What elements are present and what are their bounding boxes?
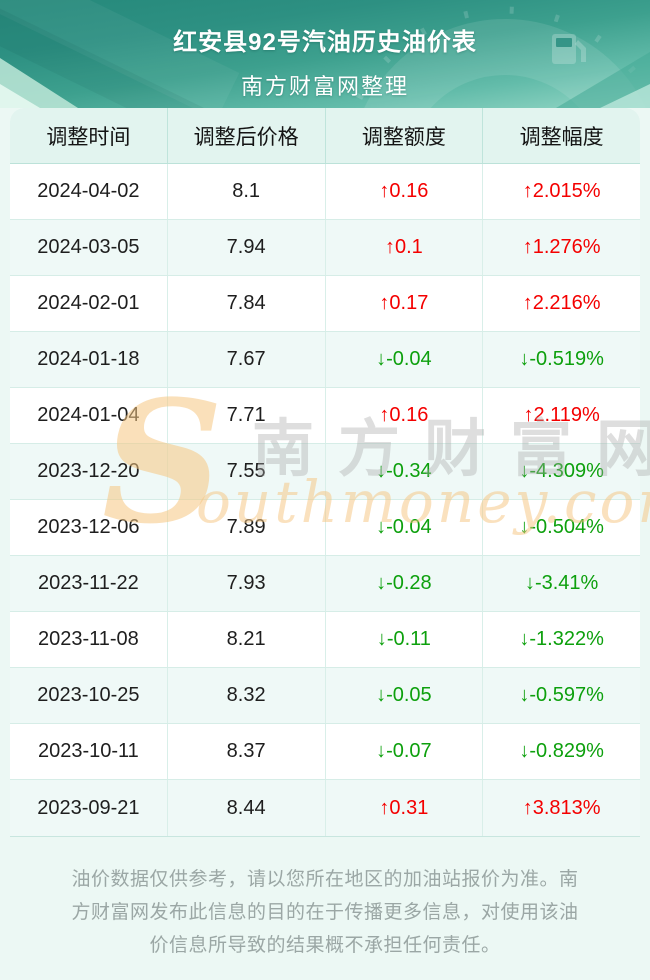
table-header-row: 调整时间 调整后价格 调整额度 调整幅度 <box>10 108 640 164</box>
table-row: 2023-12-06 7.89 ↓-0.04 ↓-0.504% <box>10 500 640 556</box>
page-header: 红安县92号汽油历史油价表 南方财富网整理 <box>0 0 650 108</box>
pct-cell: ↓-3.41% <box>524 572 599 594</box>
pct-cell: ↑2.119% <box>523 404 600 426</box>
pct-cell: ↓-4.309% <box>519 460 604 482</box>
table-row: 2024-04-02 8.1 ↑0.16 ↑2.015% <box>10 164 640 220</box>
page-title: 红安县92号汽油历史油价表 <box>173 29 477 56</box>
change-cell: ↓-0.05 <box>326 668 484 723</box>
change-cell: ↓-0.04 <box>326 500 484 555</box>
pct-cell: ↓-0.829% <box>519 740 604 762</box>
column-header-pct: 调整幅度 <box>519 125 604 149</box>
column-header-price: 调整后价格 <box>168 108 326 163</box>
date-cell: 2023-11-08 <box>10 612 168 667</box>
price-cell: 7.84 <box>168 276 326 331</box>
price-cell: 8.44 <box>168 780 326 836</box>
pct-cell: ↑2.216% <box>522 292 601 314</box>
price-cell: 7.71 <box>168 388 326 443</box>
date-cell: 2024-02-01 <box>10 276 168 331</box>
date-cell: 2023-10-11 <box>10 724 168 779</box>
pct-cell: ↑2.015% <box>522 180 601 202</box>
pct-cell: ↑3.813% <box>522 796 601 819</box>
price-cell: 7.67 <box>168 332 326 387</box>
pct-cell: ↓-0.597% <box>519 684 604 706</box>
price-table-body: 2024-04-02 8.1 ↑0.16 ↑2.015% 2024-03-05 … <box>10 164 640 836</box>
pct-cell: ↓-1.322% <box>519 628 604 650</box>
price-cell: 8.21 <box>168 612 326 667</box>
change-cell: ↓-0.04 <box>326 332 484 387</box>
disclaimer-text: 油价数据仅供参考，请以您所在地区的加油站报价为准。南方财富网发布此信息的目的在于… <box>71 869 579 956</box>
change-cell: ↑0.31 <box>326 780 484 836</box>
change-cell: ↑0.16 <box>326 388 484 443</box>
table-row: 2023-11-22 7.93 ↓-0.28 ↓-3.41% <box>10 556 640 612</box>
table-row: 2023-10-25 8.32 ↓-0.05 ↓-0.597% <box>10 668 640 724</box>
change-cell: ↑0.1 <box>326 220 484 275</box>
table-row: 2024-01-18 7.67 ↓-0.04 ↓-0.519% <box>10 332 640 388</box>
date-cell: 2023-12-06 <box>10 500 168 555</box>
date-cell: 2023-12-20 <box>10 444 168 499</box>
change-cell: ↑0.16 <box>326 164 484 219</box>
table-row: 2024-01-04 7.71 ↑0.16 ↑2.119% <box>10 388 640 444</box>
table-row: 2023-11-08 8.21 ↓-0.11 ↓-1.322% <box>10 612 640 668</box>
table-row: 2023-09-21 8.44 ↑0.31 ↑3.813% <box>10 780 640 836</box>
price-cell: 8.32 <box>168 668 326 723</box>
table-row: 2023-12-20 7.55 ↓-0.34 ↓-4.309% <box>10 444 640 500</box>
fuel-gauge-graphic <box>0 0 650 108</box>
date-cell: 2023-10-25 <box>10 668 168 723</box>
date-cell: 2024-03-05 <box>10 220 168 275</box>
change-cell: ↓-0.28 <box>326 556 484 611</box>
table-row: 2024-02-01 7.84 ↑0.17 ↑2.216% <box>10 276 640 332</box>
change-cell: ↓-0.07 <box>326 724 484 779</box>
price-cell: 7.93 <box>168 556 326 611</box>
date-cell: 2024-04-02 <box>10 164 168 219</box>
pct-cell: ↓-0.519% <box>519 348 604 370</box>
price-table: 调整时间 调整后价格 调整额度 调整幅度 2024-04-02 8.1 ↑0.1… <box>10 108 640 837</box>
pct-cell: ↓-0.504% <box>519 516 604 538</box>
column-header-change: 调整额度 <box>326 108 484 163</box>
date-cell: 2024-01-04 <box>10 388 168 443</box>
price-cell: 7.55 <box>168 444 326 499</box>
table-row: 2024-03-05 7.94 ↑0.1 ↑1.276% <box>10 220 640 276</box>
date-cell: 2023-11-22 <box>10 556 168 611</box>
change-cell: ↓-0.34 <box>326 444 484 499</box>
price-cell: 8.37 <box>168 724 326 779</box>
column-header-date: 调整时间 <box>10 108 168 163</box>
date-cell: 2024-01-18 <box>10 332 168 387</box>
date-cell: 2023-09-21 <box>10 780 168 836</box>
pct-cell: ↑1.276% <box>522 236 601 258</box>
price-cell: 7.94 <box>168 220 326 275</box>
page-subtitle: 南方财富网整理 <box>240 74 409 99</box>
price-cell: 7.89 <box>168 500 326 555</box>
price-cell: 8.1 <box>168 164 326 219</box>
change-cell: ↑0.17 <box>326 276 484 331</box>
change-cell: ↓-0.11 <box>326 612 484 667</box>
table-row: 2023-10-11 8.37 ↓-0.07 ↓-0.829% <box>10 724 640 780</box>
